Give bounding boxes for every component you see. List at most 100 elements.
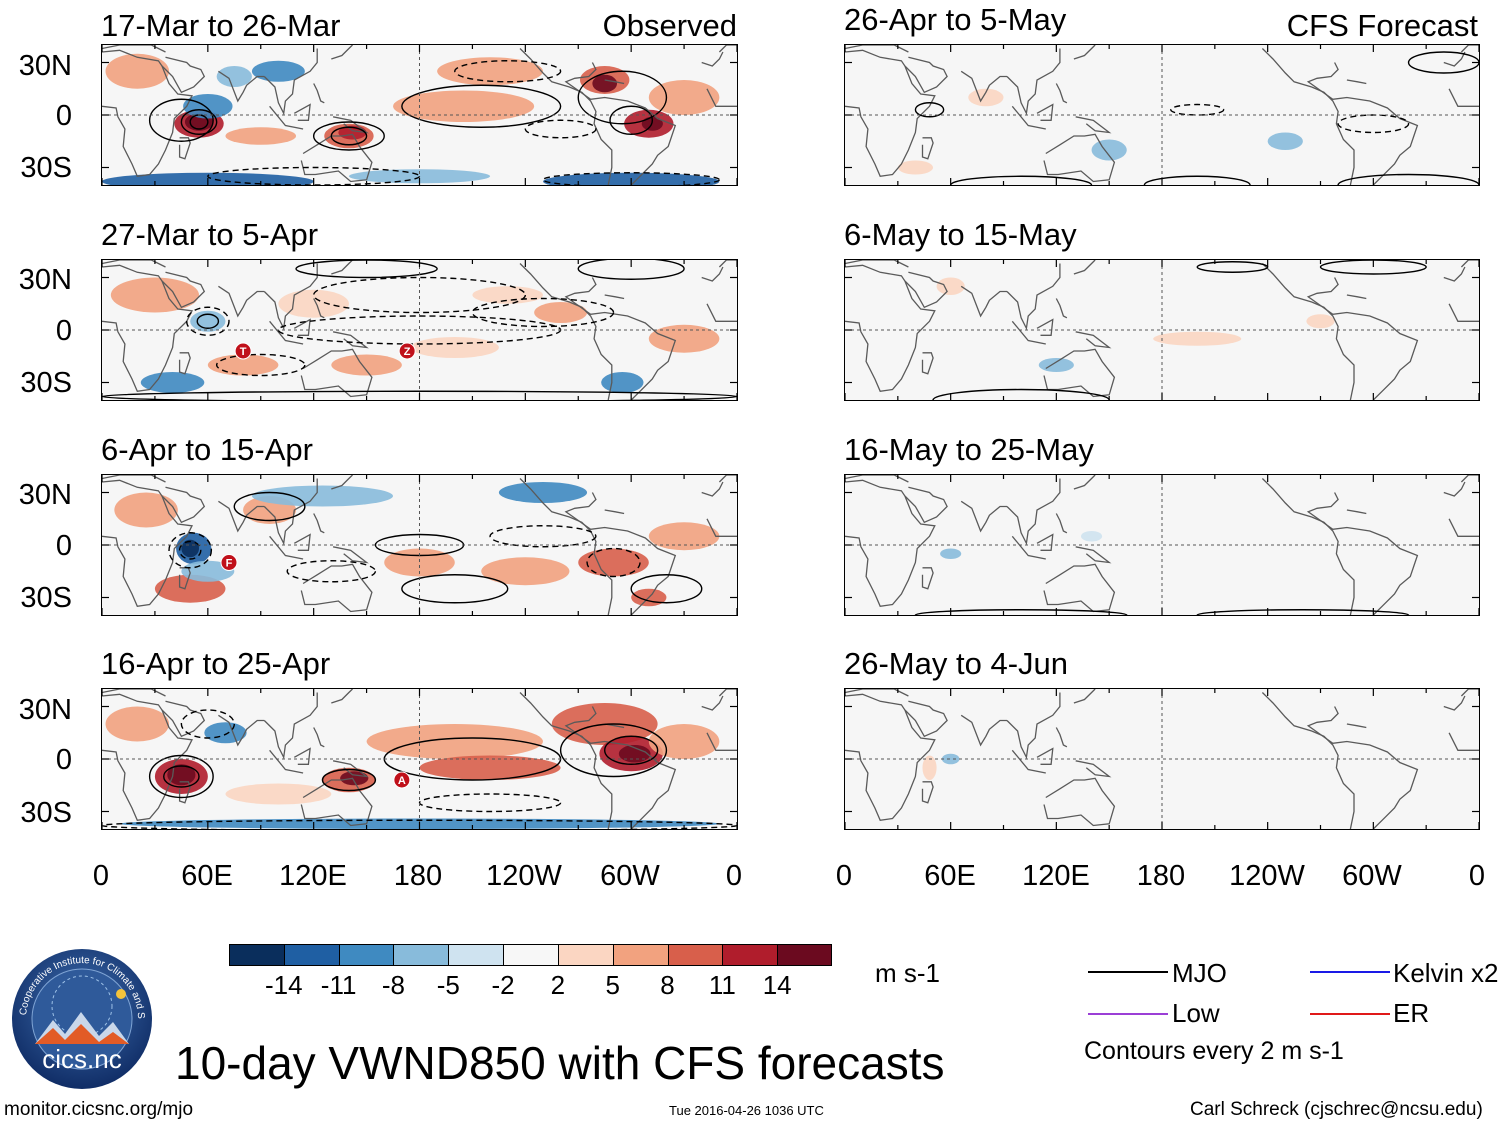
coastline bbox=[263, 48, 318, 116]
anomaly-shading bbox=[1038, 358, 1074, 372]
lon-label-left-60w: 60W bbox=[600, 860, 660, 892]
map-panel-observed-1 bbox=[101, 44, 738, 186]
colorbar-swatch bbox=[667, 944, 723, 966]
coastline bbox=[1448, 518, 1479, 537]
coastline bbox=[960, 500, 1007, 533]
coastline bbox=[161, 486, 206, 524]
anomaly-shading bbox=[1153, 331, 1242, 346]
colorbar-swatch bbox=[722, 944, 778, 966]
coastline bbox=[269, 320, 304, 345]
mjo-contour bbox=[215, 353, 306, 377]
coastline bbox=[1346, 294, 1367, 300]
coastline bbox=[921, 352, 934, 375]
anomaly-shading bbox=[472, 286, 543, 304]
coastline bbox=[331, 689, 353, 704]
coastline bbox=[564, 277, 677, 400]
mjo-contour bbox=[1170, 103, 1225, 116]
coastline bbox=[845, 475, 909, 483]
footer-timestamp: Tue 2016-04-26 1036 UTC bbox=[669, 1103, 824, 1118]
mjo-contour bbox=[418, 793, 562, 813]
coastline bbox=[1006, 263, 1061, 331]
coastline bbox=[269, 749, 304, 774]
anomaly-shading bbox=[393, 90, 535, 122]
panel-title-right-3: 16-May to 25-May bbox=[844, 432, 1094, 467]
colorbar bbox=[229, 944, 833, 966]
coastline bbox=[564, 706, 677, 829]
lon-label-right-60w: 60W bbox=[1342, 860, 1402, 892]
logo-text: cics.nc bbox=[42, 1044, 121, 1074]
colorbar-tick-label: 11 bbox=[708, 970, 736, 1000]
footer-author: Carl Schreck (cjschrec@ncsu.edu) bbox=[1190, 1099, 1483, 1120]
coastline bbox=[102, 479, 193, 608]
coastline bbox=[102, 264, 193, 393]
mjo-contour bbox=[454, 60, 562, 83]
anomaly-shading bbox=[114, 492, 178, 528]
coastline bbox=[845, 260, 909, 268]
mjo-contour bbox=[1196, 261, 1269, 273]
coastline bbox=[921, 781, 934, 804]
colorbar-tick-label: -5 bbox=[436, 970, 460, 1000]
coastline bbox=[1006, 48, 1061, 116]
observed-label: Observed bbox=[602, 8, 737, 43]
coastline bbox=[706, 732, 737, 751]
anomaly-shading bbox=[936, 277, 965, 295]
coastline bbox=[1036, 747, 1054, 765]
coastline bbox=[519, 263, 613, 400]
map-svg bbox=[845, 260, 1479, 400]
coastline bbox=[904, 700, 948, 738]
colorbar-units: m s-1 bbox=[875, 958, 940, 988]
map-svg bbox=[845, 45, 1479, 185]
svg-text:A: A bbox=[398, 775, 406, 787]
storm-marker: F bbox=[220, 554, 238, 571]
coastline bbox=[218, 500, 265, 533]
mjo-contour bbox=[312, 121, 385, 151]
anomaly-shading bbox=[648, 522, 720, 551]
mjo-contour bbox=[102, 819, 737, 829]
legend-label-er: ER bbox=[1393, 998, 1430, 1028]
coastline bbox=[332, 760, 369, 778]
mjo-contour bbox=[207, 166, 421, 185]
colorbar-swatch bbox=[393, 944, 449, 966]
coastline bbox=[1261, 263, 1355, 400]
lon-label-left-60e: 60E bbox=[181, 860, 233, 892]
mjo-contour bbox=[196, 313, 220, 329]
anomaly-shading bbox=[437, 57, 543, 86]
lat-label-30n-2: 30N bbox=[18, 264, 72, 296]
legend-line-er bbox=[1310, 1013, 1390, 1015]
coastline bbox=[1448, 88, 1479, 107]
coastline bbox=[960, 714, 1007, 747]
coastline bbox=[1460, 45, 1479, 53]
lon-label-right-180: 180 bbox=[1136, 860, 1186, 892]
svg-text:T: T bbox=[240, 346, 247, 358]
lon-label-left-120e: 120E bbox=[279, 860, 347, 892]
coastline bbox=[1043, 133, 1116, 183]
anomaly-shading bbox=[190, 310, 226, 332]
lon-label-right-360: 0 bbox=[1468, 860, 1486, 892]
mjo-contour bbox=[168, 532, 213, 569]
coastline bbox=[960, 70, 1007, 103]
colorbar-swatch bbox=[503, 944, 559, 966]
mjo-contour bbox=[542, 172, 721, 185]
coastline bbox=[263, 692, 318, 760]
coastline bbox=[1346, 79, 1367, 85]
coastline bbox=[1055, 298, 1068, 319]
anomaly-shading bbox=[410, 337, 499, 358]
coastline bbox=[706, 518, 737, 537]
lon-label-left-360: 0 bbox=[725, 860, 743, 892]
mjo-contour bbox=[321, 768, 377, 792]
coastline bbox=[1306, 277, 1419, 400]
anomaly-shading bbox=[592, 74, 618, 93]
coastline bbox=[845, 49, 936, 178]
anomaly-shading bbox=[251, 485, 394, 507]
footer-url: monitor.cicsnc.org/mjo bbox=[4, 1099, 194, 1120]
lat-label-0-2: 0 bbox=[55, 315, 72, 347]
anomaly-shading bbox=[340, 771, 369, 786]
mjo-contour bbox=[401, 574, 509, 604]
coastline bbox=[1448, 303, 1479, 322]
lon-label-right-120w: 120W bbox=[1229, 860, 1305, 892]
coastline bbox=[269, 535, 304, 560]
coastline bbox=[701, 695, 724, 711]
coastline bbox=[1073, 689, 1096, 704]
coastline bbox=[1073, 260, 1096, 275]
mjo-contour bbox=[609, 105, 654, 135]
